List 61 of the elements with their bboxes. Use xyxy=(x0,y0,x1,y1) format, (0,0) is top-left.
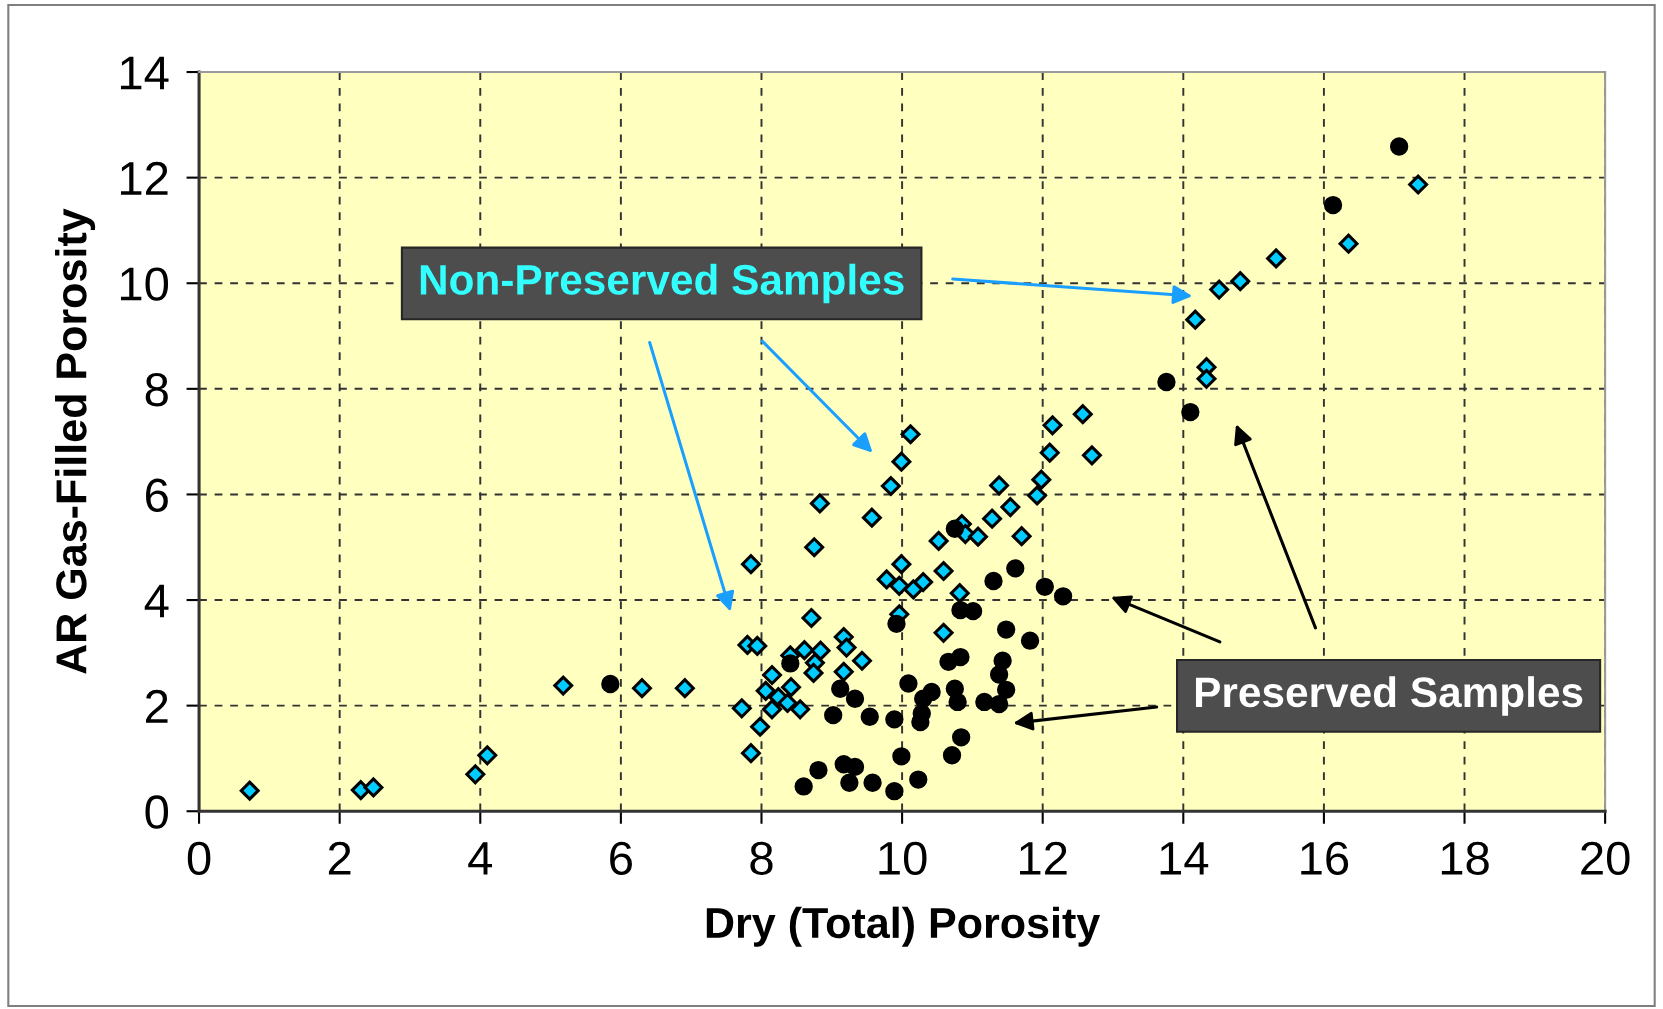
x-axis-title: Dry (Total) Porosity xyxy=(706,906,1101,947)
point xyxy=(984,571,1003,591)
point xyxy=(951,728,971,747)
x-tick-label: 20 xyxy=(1581,841,1630,876)
y-tick-label: 14 xyxy=(120,56,169,90)
point xyxy=(1389,137,1409,156)
x-tick-label: 10 xyxy=(879,841,927,876)
y-tick-label: 2 xyxy=(146,689,168,723)
point xyxy=(899,674,918,693)
point xyxy=(1181,402,1200,422)
point xyxy=(860,707,879,726)
point xyxy=(863,773,882,792)
point xyxy=(963,601,983,621)
point xyxy=(845,689,865,708)
point xyxy=(845,757,865,777)
point xyxy=(922,682,941,702)
y-axis-title: AR Gas-Filled Porosity xyxy=(55,208,96,674)
point xyxy=(809,760,828,780)
point xyxy=(601,674,620,694)
y-tick-label: 10 xyxy=(120,267,169,301)
point xyxy=(1035,577,1054,597)
x-tick-label: 2 xyxy=(328,841,351,875)
x-tick-label: 18 xyxy=(1441,841,1489,876)
point xyxy=(939,652,958,671)
point xyxy=(892,747,911,766)
y-tick-label: 0 xyxy=(145,795,169,829)
x-tick-label: 6 xyxy=(610,841,632,876)
point xyxy=(1323,195,1343,215)
point xyxy=(887,614,906,633)
annotation: Preserved Samples xyxy=(1195,676,1583,716)
point xyxy=(781,654,800,673)
point xyxy=(1020,631,1040,650)
y-tick-label: 6 xyxy=(146,478,168,513)
point xyxy=(885,782,904,801)
point xyxy=(948,692,967,712)
point xyxy=(831,679,850,698)
point xyxy=(1006,559,1025,578)
y-tick-label: 12 xyxy=(120,161,168,195)
x-tick-label: 8 xyxy=(750,841,773,876)
annotation: Non-Preserved Samples xyxy=(420,263,904,304)
point xyxy=(1053,587,1073,606)
point xyxy=(909,770,928,789)
point xyxy=(996,620,1016,639)
point xyxy=(885,710,904,729)
point xyxy=(824,705,843,725)
point xyxy=(840,773,859,792)
point xyxy=(975,692,994,712)
point xyxy=(996,680,1016,699)
x-tick-label: 14 xyxy=(1160,842,1209,875)
point xyxy=(989,694,1009,714)
point xyxy=(794,777,813,796)
point xyxy=(945,519,964,538)
y-tick-label: 8 xyxy=(145,372,168,407)
x-tick-label: 12 xyxy=(1020,841,1067,875)
x-tick-label: 4 xyxy=(468,842,493,875)
point xyxy=(1157,372,1176,392)
x-tick-label: 0 xyxy=(187,841,211,876)
point xyxy=(942,746,962,765)
x-tick-label: 16 xyxy=(1301,841,1349,876)
y-tick-label: 4 xyxy=(144,584,169,618)
point xyxy=(989,665,1009,684)
